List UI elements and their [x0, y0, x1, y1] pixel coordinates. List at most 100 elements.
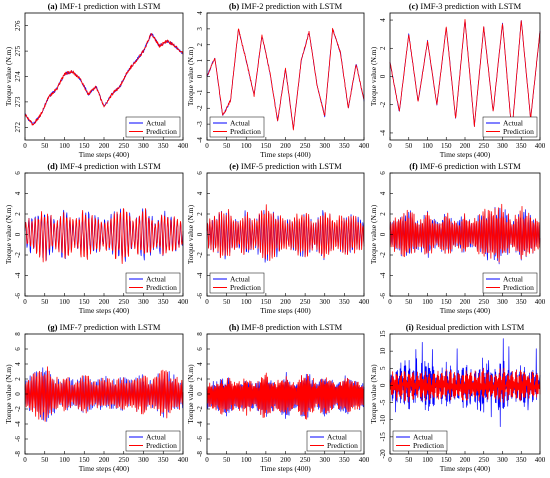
series-line-prediction: [389, 18, 541, 134]
x-tick-label: 50: [405, 456, 413, 464]
x-tick-label: 400: [178, 456, 189, 464]
legend-label-prediction: Prediction: [327, 441, 358, 450]
legend-label-actual: Actual: [503, 119, 523, 128]
panel-title-text: IMF-8 prediction with LSTM: [241, 322, 342, 332]
x-tick-label: 50: [405, 298, 413, 306]
panel-4: (d) IMF-4 prediction with LSTM 0 50 100 150 2…: [4, 161, 189, 315]
x-tick-label: 0: [23, 456, 27, 464]
y-tick-label: -4: [196, 137, 204, 143]
x-axis-label: Time steps (400): [260, 150, 311, 159]
x-tick-label: 200: [460, 298, 471, 306]
y-tick-label: 2: [14, 377, 22, 381]
x-tick-label: 50: [41, 142, 49, 150]
y-tick-label: -1: [196, 89, 204, 95]
y-tick-label: 0: [14, 392, 22, 396]
y-tick-label: -15: [379, 432, 387, 442]
y-tick-label: 4: [196, 11, 204, 15]
y-tick-label: -20: [379, 449, 387, 459]
x-tick-label: 350: [158, 142, 169, 150]
panel-title-text: IMF-6 prediction with LSTM: [420, 161, 521, 171]
y-tick-label: -4: [196, 421, 204, 427]
y-tick-label: -2: [379, 252, 387, 258]
y-tick-label: -5: [379, 399, 387, 405]
legend-label-prediction: Prediction: [230, 127, 261, 136]
series-line-actual: [389, 20, 541, 133]
y-axis-label: Torque value (N.m): [369, 364, 378, 424]
legend-label-prediction: Prediction: [503, 283, 534, 292]
x-tick-label: 50: [223, 298, 231, 306]
y-tick-label: 6: [14, 347, 22, 351]
x-tick-label: 100: [241, 142, 252, 150]
panel-letter: (e): [229, 161, 241, 171]
panel-title-text: IMF-5 prediction with LSTM: [241, 161, 342, 171]
x-tick-label: 150: [79, 298, 90, 306]
y-tick-label: -4: [196, 272, 204, 278]
legend-label-prediction: Prediction: [146, 283, 177, 292]
x-tick-label: 250: [119, 142, 130, 150]
y-tick-label: -6: [196, 293, 204, 299]
y-tick-label: -6: [379, 293, 387, 299]
panel-letter: (a): [48, 1, 60, 11]
panel-letter: (d): [47, 161, 60, 171]
x-tick-label: 50: [41, 298, 49, 306]
legend-label-actual: Actual: [503, 275, 523, 284]
x-tick-label: 300: [320, 456, 331, 464]
y-axis-label: Torque value (N.m): [4, 364, 13, 424]
x-tick-label: 50: [405, 142, 413, 150]
x-tick-label: 150: [441, 298, 452, 306]
y-tick-label: -4: [379, 130, 387, 136]
x-tick-label: 350: [339, 298, 350, 306]
panel-letter: (h): [229, 322, 242, 332]
y-tick-label: 0: [379, 74, 387, 78]
y-tick-label: 2: [196, 43, 204, 47]
y-axis-label: Torque value (N.m): [4, 204, 13, 264]
x-tick-label: 400: [359, 142, 370, 150]
panel-2: (b) IMF-2 prediction with LSTM 0 50 100 150 2…: [186, 1, 370, 159]
panel-title: (b) IMF-2 prediction with LSTM: [229, 1, 343, 11]
x-tick-label: 250: [479, 298, 490, 306]
x-tick-label: 200: [99, 298, 110, 306]
panel-title: (g) IMF-7 prediction with LSTM: [48, 322, 161, 332]
y-tick-label: -2: [14, 252, 22, 258]
panel-title: (d) IMF-4 prediction with LSTM: [47, 161, 161, 171]
x-tick-label: 350: [516, 456, 527, 464]
y-tick-label: -6: [196, 436, 204, 442]
x-tick-label: 200: [280, 298, 291, 306]
x-tick-label: 150: [261, 142, 272, 150]
y-tick-label: 4: [196, 191, 204, 195]
y-axis-label: Torque value (N.m): [369, 46, 378, 106]
y-tick-label: 274: [14, 71, 22, 82]
panel-letter: (g): [48, 322, 60, 332]
x-tick-label: 350: [158, 298, 169, 306]
x-tick-label: 400: [535, 456, 546, 464]
y-tick-label: 6: [196, 171, 204, 175]
panel-title: (c) IMF-3 prediction with LSTM: [409, 1, 522, 11]
y-tick-label: 273: [14, 96, 22, 107]
y-tick-label: 275: [14, 45, 22, 56]
y-tick-label: -8: [14, 451, 22, 457]
series-line-prediction: [206, 204, 365, 262]
x-tick-label: 50: [223, 142, 231, 150]
x-tick-label: 250: [300, 142, 311, 150]
x-tick-label: 250: [119, 456, 130, 464]
x-tick-label: 200: [99, 142, 110, 150]
y-tick-label: -2: [196, 105, 204, 111]
y-tick-label: 2: [379, 46, 387, 50]
x-tick-label: 100: [422, 456, 433, 464]
x-tick-label: 400: [178, 298, 189, 306]
y-tick-label: 0: [379, 383, 387, 387]
x-tick-label: 0: [388, 298, 392, 306]
panel-3: (c) IMF-3 prediction with LSTM 0 50 100 150 2…: [369, 1, 546, 159]
x-tick-label: 0: [205, 456, 209, 464]
legend-label-actual: Actual: [413, 433, 433, 442]
x-axis-label: Time steps (400): [440, 306, 491, 315]
x-tick-label: 250: [479, 456, 490, 464]
panel-title: (f) IMF-6 prediction with LSTM: [409, 161, 521, 171]
